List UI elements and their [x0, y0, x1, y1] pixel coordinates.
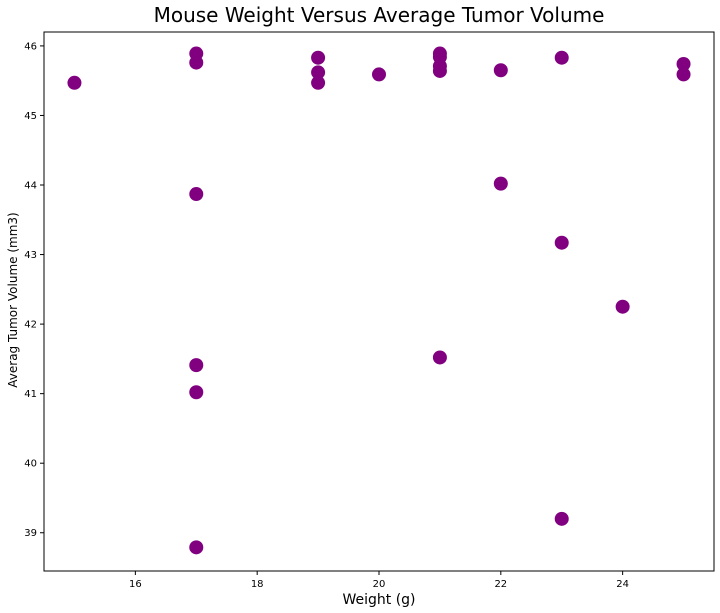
scatter-point: [189, 540, 204, 555]
y-tick-label: 46: [24, 41, 37, 52]
scatter-point: [554, 235, 569, 250]
scatter-point: [676, 56, 691, 71]
y-tick-label: 43: [24, 250, 37, 261]
scatter-point: [493, 63, 508, 78]
x-tick-label: 18: [251, 579, 264, 590]
x-tick-label: 22: [494, 579, 507, 590]
x-tick-label: 24: [616, 579, 629, 590]
y-tick-label: 45: [24, 111, 37, 122]
scatter-point: [493, 176, 508, 191]
y-tick-label: 40: [24, 459, 37, 470]
scatter-point: [311, 65, 326, 80]
scatter-point: [67, 75, 82, 90]
scatter-point: [554, 50, 569, 65]
scatter-point: [615, 299, 630, 314]
y-tick-label: 44: [24, 181, 37, 192]
scatter-point: [372, 67, 386, 82]
scatter-point: [189, 187, 204, 202]
x-axis-label: Weight (g): [342, 592, 415, 608]
scatter-point: [676, 67, 691, 82]
chart-title: Mouse Weight Versus Average Tumor Volume: [154, 3, 605, 27]
plot-frame: [43, 31, 715, 572]
x-tick-label: 16: [129, 579, 142, 590]
x-tick-label: 20: [373, 579, 386, 590]
points-layer: [67, 46, 691, 555]
scatter-point: [189, 358, 204, 373]
scatter-point: [432, 350, 447, 365]
scatter-point: [554, 511, 569, 526]
y-tick-label: 41: [24, 389, 37, 400]
scatter-point: [189, 385, 204, 400]
y-tick-label: 42: [24, 320, 37, 331]
scatter-point: [311, 75, 326, 90]
ticks-layer: 16 18 20 22 24 39 40 41 42 43 44 45 46: [24, 41, 629, 590]
y-tick-label: 39: [24, 528, 37, 539]
scatter-point: [189, 55, 204, 70]
scatter-point: [311, 50, 326, 65]
y-axis-label: Averag Tumor Volume (mm3): [6, 212, 20, 387]
scatter-point: [432, 63, 447, 78]
